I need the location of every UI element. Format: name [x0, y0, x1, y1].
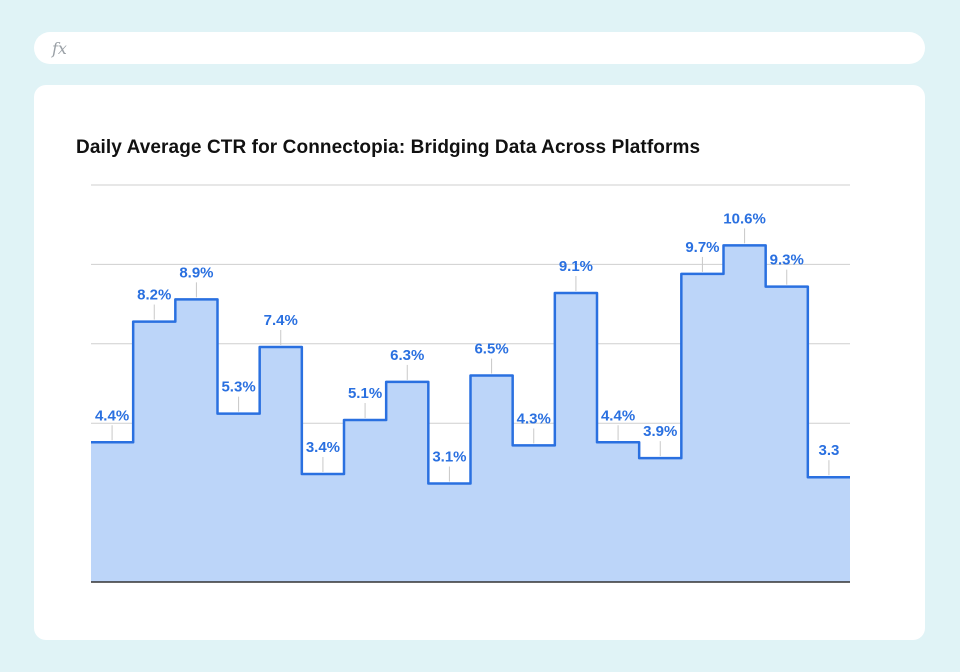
- data-label: 6.3%: [390, 347, 424, 364]
- formula-bar[interactable]: fx: [34, 32, 925, 64]
- data-labels: 4.4% 8.2% 8.9% 5.3% 7.4% 3.4% 5.1% 6.3% 3.1% 6.5%…: [95, 210, 839, 465]
- data-label: 7.4%: [264, 312, 298, 329]
- data-label: 5.1%: [348, 385, 382, 402]
- data-label: 9.7%: [685, 239, 719, 256]
- data-label: 8.9%: [179, 264, 213, 281]
- data-label: 4.4%: [601, 407, 635, 424]
- fx-icon: fx: [52, 38, 67, 58]
- data-label: 6.5%: [474, 341, 508, 358]
- label-leaders: [111, 228, 830, 482]
- chart-svg: 4.4% 8.2% 8.9% 5.3% 7.4% 3.4% 5.1% 6.3% 3.1% 6.5%…: [91, 184, 850, 583]
- series-line: [91, 244, 850, 485]
- chart-title: Daily Average CTR for Connectopia: Bridg…: [76, 137, 701, 158]
- data-label: 3.3: [818, 442, 839, 459]
- data-label: 5.3%: [221, 379, 255, 396]
- data-label: 4.4%: [95, 407, 129, 424]
- data-label: 3.9%: [643, 423, 677, 440]
- chart-card: 4.4% 8.2% 8.9% 5.3% 7.4% 3.4% 5.1% 6.3% 3.1% 6.5%…: [34, 85, 925, 640]
- data-label: 9.3%: [770, 252, 804, 269]
- data-label: 9.1%: [559, 258, 593, 275]
- data-label: 10.6%: [723, 210, 766, 227]
- data-label: 4.3%: [517, 410, 551, 427]
- data-label: 8.2%: [137, 287, 171, 304]
- data-label: 3.1%: [432, 449, 466, 466]
- data-label: 3.4%: [306, 439, 340, 456]
